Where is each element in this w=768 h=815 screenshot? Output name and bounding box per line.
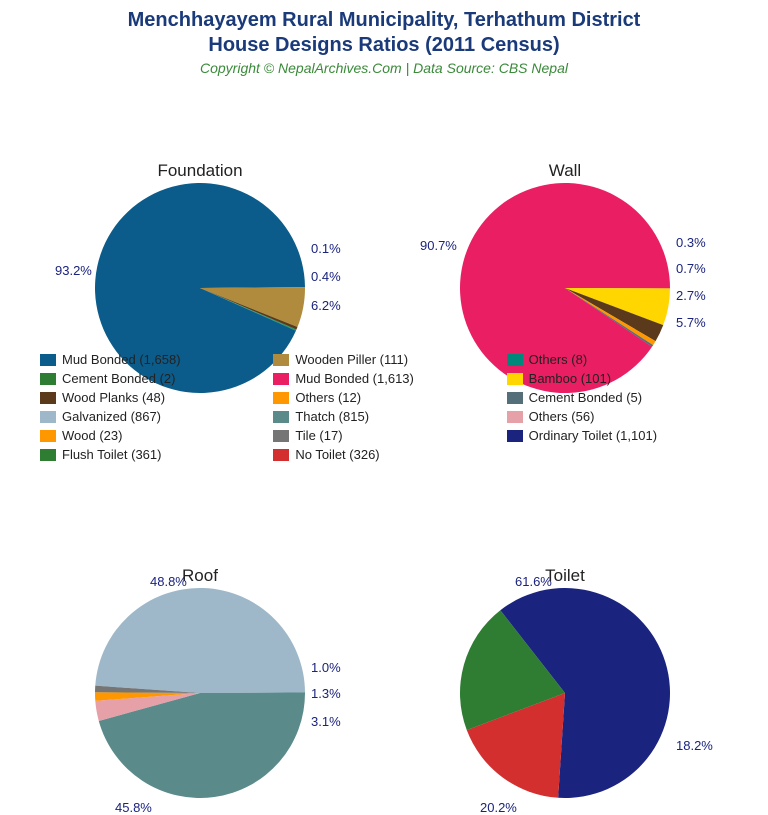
legend-label: Wooden Piller (111) [295,352,408,367]
legend-item: No Toilet (326) [273,445,506,464]
pie-callout: 93.2% [55,263,92,278]
legend-swatch [507,373,523,385]
legend-label: Others (12) [295,390,361,405]
pie-roof: 48.8%1.0%1.3%3.1%45.8% [95,588,305,798]
pie-callout: 0.3% [676,235,706,250]
chart-roof: Roof 48.8%1.0%1.3%3.1%45.8% [95,566,305,798]
legend-item: Others (56) [507,407,740,426]
main-title-line2: House Designs Ratios (2011 Census) [0,33,768,58]
legend-label: No Toilet (326) [295,447,379,462]
legend-swatch [273,430,289,442]
legend-swatch [40,411,56,423]
legend-swatch [273,411,289,423]
pie-callout: 90.7% [420,238,457,253]
legend-swatch [40,449,56,461]
pie-callout: 2.7% [676,288,706,303]
pie-callout: 0.1% [311,241,341,256]
pie-toilet: 61.6%18.2%20.2% [460,588,670,798]
legend-label: Cement Bonded (5) [529,390,642,405]
title-block: Menchhayayem Rural Municipality, Terhath… [0,0,768,76]
legend-swatch [40,430,56,442]
legend-item: Flush Toilet (361) [40,445,273,464]
legend-item: Others (8) [507,350,740,369]
legend-swatch [507,392,523,404]
legend-label: Thatch (815) [295,409,369,424]
legend: Mud Bonded (1,658) Wooden Piller (111) Oth… [40,350,740,464]
legend-swatch [273,373,289,385]
legend-swatch [507,430,523,442]
pie-callout: 3.1% [311,714,341,729]
legend-label: Others (56) [529,409,595,424]
legend-item: Bamboo (101) [507,369,740,388]
legend-item: Others (12) [273,388,506,407]
legend-item: Cement Bonded (2) [40,369,273,388]
legend-label: Flush Toilet (361) [62,447,161,462]
legend-label: Bamboo (101) [529,371,611,386]
legend-swatch [273,449,289,461]
legend-item: Tile (17) [273,426,506,445]
chart-title-roof: Roof [95,566,305,586]
pie-callout: 5.7% [676,315,706,330]
pie-callout: 1.3% [311,686,341,701]
chart-title-wall: Wall [460,161,670,181]
legend-item: Mud Bonded (1,613) [273,369,506,388]
legend-item: Wood Planks (48) [40,388,273,407]
legend-label: Mud Bonded (1,613) [295,371,414,386]
legend-swatch [507,354,523,366]
legend-swatch [40,354,56,366]
legend-swatch [40,373,56,385]
pie-callout: 1.0% [311,660,341,675]
legend-label: Galvanized (867) [62,409,161,424]
legend-label: Mud Bonded (1,658) [62,352,181,367]
legend-label: Wood Planks (48) [62,390,165,405]
legend-item: Ordinary Toilet (1,101) [507,426,740,445]
legend-swatch [507,411,523,423]
legend-item: Wooden Piller (111) [273,350,506,369]
main-title-line1: Menchhayayem Rural Municipality, Terhath… [0,8,768,33]
legend-label: Wood (23) [62,428,122,443]
pie-callout: 45.8% [115,800,152,815]
legend-item: Galvanized (867) [40,407,273,426]
pie-callout: 6.2% [311,298,341,313]
legend-item: Cement Bonded (5) [507,388,740,407]
legend-label: Cement Bonded (2) [62,371,175,386]
subtitle: Copyright © NepalArchives.Com | Data Sou… [0,60,768,76]
legend-swatch [273,392,289,404]
pie-callout: 18.2% [676,738,713,753]
pie-callout: 48.8% [150,574,187,589]
legend-item: Wood (23) [40,426,273,445]
legend-label: Others (8) [529,352,588,367]
legend-label: Tile (17) [295,428,342,443]
pie-callout: 0.4% [311,269,341,284]
chart-title-toilet: Toilet [460,566,670,586]
chart-title-foundation: Foundation [95,161,305,181]
legend-swatch [273,354,289,366]
pie-callout: 20.2% [480,800,517,815]
pie-callout: 0.7% [676,261,706,276]
pie-callout: 61.6% [515,574,552,589]
legend-swatch [40,392,56,404]
pie-slice [95,588,305,693]
chart-toilet: Toilet 61.6%18.2%20.2% [460,566,670,798]
legend-item: Mud Bonded (1,658) [40,350,273,369]
legend-item: Thatch (815) [273,407,506,426]
legend-label: Ordinary Toilet (1,101) [529,428,657,443]
